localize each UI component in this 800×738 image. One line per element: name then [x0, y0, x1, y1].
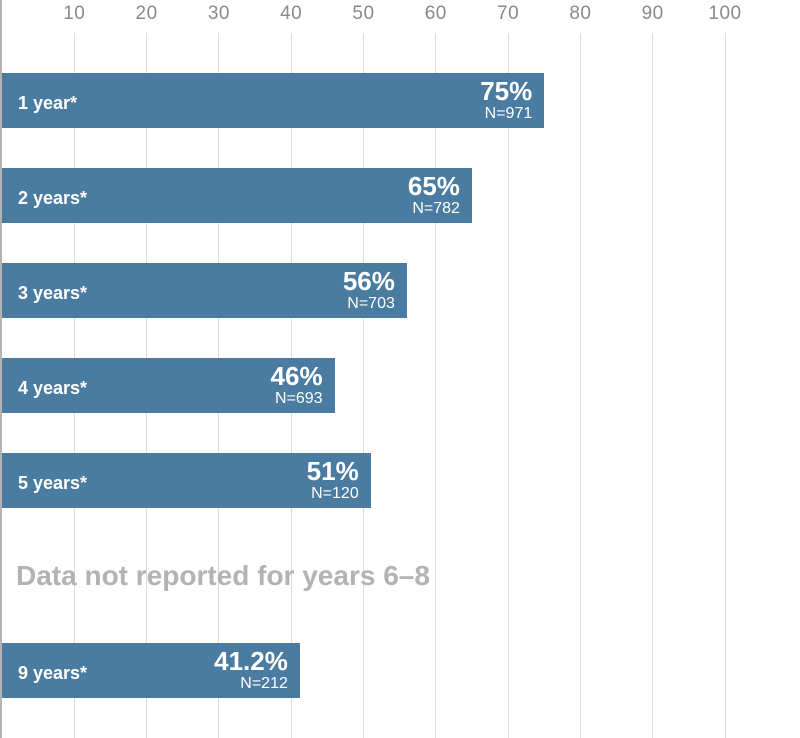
x-axis-tick-label: 100 — [708, 3, 742, 24]
x-axis-tick-label: 90 — [641, 3, 664, 24]
bar-n-label: N=971 — [484, 104, 533, 122]
gridline — [652, 33, 654, 738]
bar-percent-label: 46% — [270, 360, 323, 391]
bar-n-label: N=782 — [412, 199, 460, 217]
bar-n-label: N=120 — [311, 484, 359, 502]
x-axis-tick-label: 80 — [569, 3, 592, 24]
bar-n-label: N=693 — [274, 389, 323, 407]
x-axis-tick-label: 70 — [497, 3, 520, 24]
bar-4-years: 4 years* 46% N=693 — [2, 358, 335, 413]
x-axis-tick-label: 50 — [352, 3, 375, 24]
bar-category-label: 5 years* — [18, 473, 88, 493]
gridline — [363, 33, 364, 738]
bar-percent-label: 75% — [480, 75, 533, 106]
bar-category-label: 4 years* — [18, 378, 88, 398]
bar-category-label: 9 years* — [18, 663, 88, 683]
bar-value-block: 51% N=120 — [307, 453, 371, 508]
x-axis-tick-label: 10 — [63, 3, 86, 24]
missing-data-note: Data not reported for years 6–8 — [16, 559, 430, 591]
gridline — [435, 33, 437, 738]
y-axis-line — [0, 0, 2, 738]
x-axis-tick-label: 20 — [135, 3, 158, 24]
bar-percent-label: 51% — [306, 455, 359, 486]
gridline — [579, 33, 581, 738]
bar-value-block: 75% N=971 — [480, 73, 544, 128]
bar-2-years: 2 years* 65% N=782 — [2, 168, 472, 223]
gridline — [507, 33, 509, 738]
bar-n-label: N=703 — [347, 294, 395, 312]
bar-n-label: N=212 — [240, 674, 288, 692]
bar-3-years: 3 years* 56% N=703 — [2, 263, 407, 318]
bar-5-years: 5 years* 51% N=120 — [2, 453, 371, 508]
x-axis-tick-label: 60 — [424, 3, 447, 24]
bar-percent-label: 56% — [342, 265, 395, 296]
bar-percent-label: 65% — [407, 170, 460, 201]
bar-value-block: 41.2% N=212 — [214, 643, 300, 698]
bar-1-year: 1 year* 75% N=971 — [2, 73, 545, 128]
bar-value-block: 56% N=703 — [343, 263, 407, 318]
bar-value-block: 46% N=693 — [271, 358, 335, 413]
x-axis-tick-label: 30 — [207, 3, 230, 24]
gridline — [724, 33, 726, 738]
x-axis-tick-label: 40 — [280, 3, 303, 24]
bar-value-block: 65% N=782 — [408, 168, 472, 223]
bar-percent-label: 41.2% — [214, 645, 288, 676]
bar-category-label: 1 year* — [18, 93, 78, 113]
bar-9-years: 9 years* 41.2% N=212 — [2, 643, 300, 698]
bar-category-label: 3 years* — [18, 283, 88, 303]
bar-category-label: 2 years* — [18, 188, 88, 208]
